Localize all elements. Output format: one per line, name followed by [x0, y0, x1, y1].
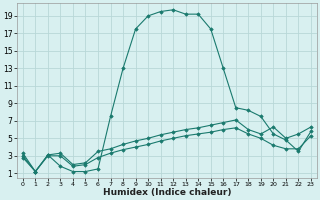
X-axis label: Humidex (Indice chaleur): Humidex (Indice chaleur) [103, 188, 231, 197]
